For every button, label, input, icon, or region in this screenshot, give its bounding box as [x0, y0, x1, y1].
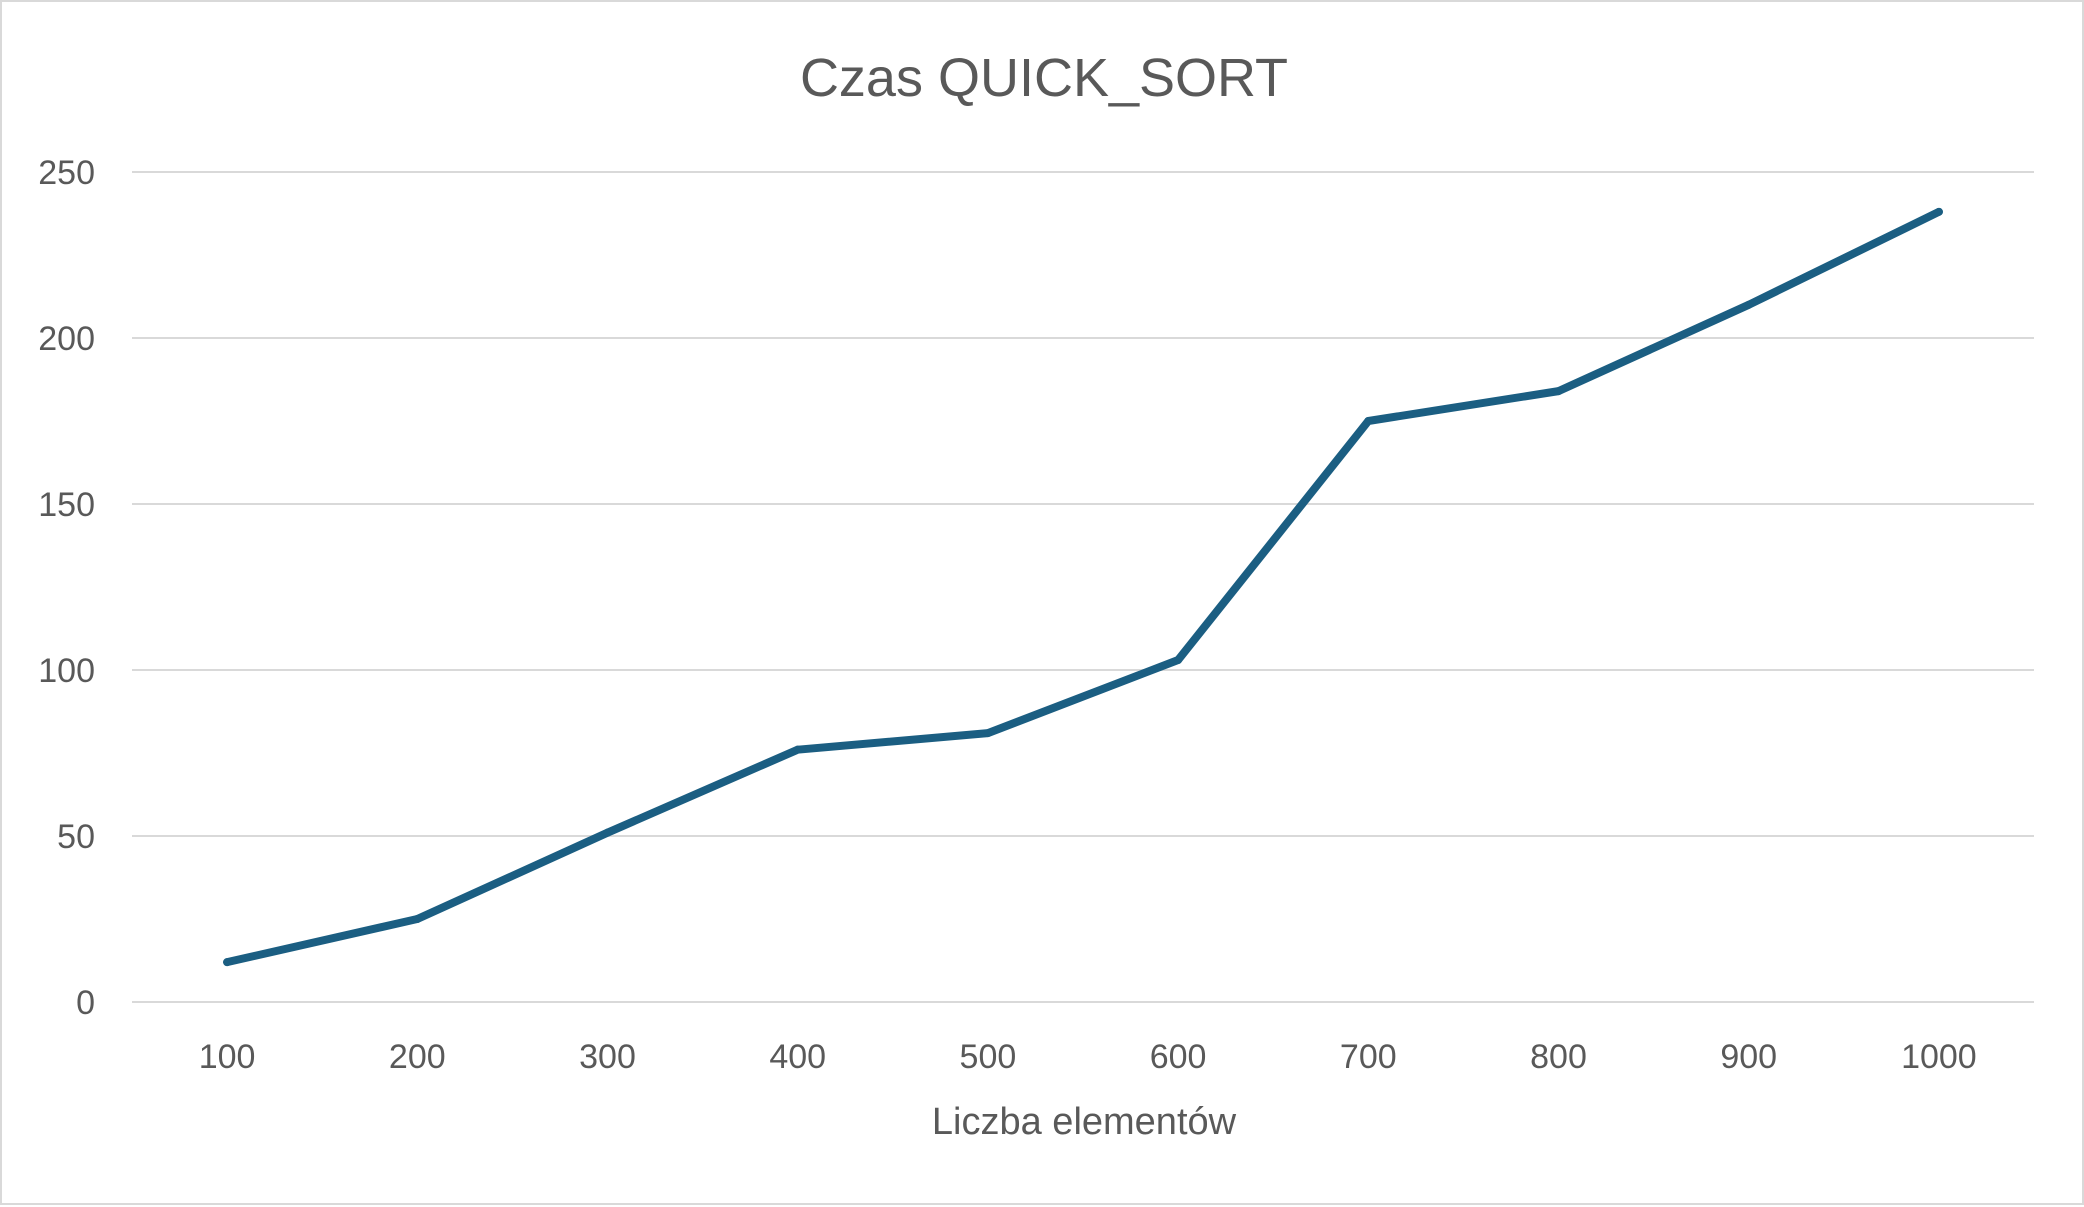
- data-point: [1174, 656, 1183, 665]
- data-point: [223, 958, 232, 967]
- x-tick-label: 600: [1150, 1038, 1207, 1076]
- x-tick-label: 900: [1720, 1038, 1777, 1076]
- y-tick-label: 100: [38, 652, 95, 690]
- y-tick-label: 200: [38, 320, 95, 358]
- series-layer: [223, 207, 1943, 967]
- data-point: [1744, 300, 1753, 309]
- data-point: [983, 729, 992, 738]
- data-point: [1364, 417, 1373, 425]
- x-tick-label: 400: [769, 1038, 826, 1076]
- gridlines: [132, 171, 2034, 1003]
- data-point: [413, 915, 422, 923]
- y-tick-label: 150: [38, 486, 95, 524]
- data-point: [603, 828, 612, 837]
- x-tick-label: 100: [199, 1038, 256, 1076]
- x-tick-label: 300: [579, 1038, 636, 1076]
- data-point: [1554, 387, 1563, 396]
- x-tick-label: 1000: [1901, 1038, 1977, 1076]
- y-tick-label: 0: [76, 984, 95, 1022]
- y-tick-label: 50: [57, 818, 95, 856]
- series-line-0: [223, 207, 1943, 967]
- x-tick-label: 200: [389, 1038, 446, 1076]
- data-point: [793, 745, 802, 754]
- chart-title: Czas QUICK_SORT: [800, 48, 1288, 108]
- x-tick-label: 700: [1340, 1038, 1397, 1076]
- y-tick-label: 250: [38, 154, 95, 192]
- x-axis-tick-labels: 100 200 300 400 500 600 700 800 900 1000: [199, 1038, 1977, 1076]
- x-axis-title: Liczba elementów: [932, 1101, 1237, 1143]
- y-axis-tick-labels: 0 50 100 150 200 250: [38, 154, 95, 1022]
- x-tick-label: 500: [960, 1038, 1017, 1076]
- x-tick-label: 800: [1530, 1038, 1587, 1076]
- data-point: [1934, 207, 1943, 216]
